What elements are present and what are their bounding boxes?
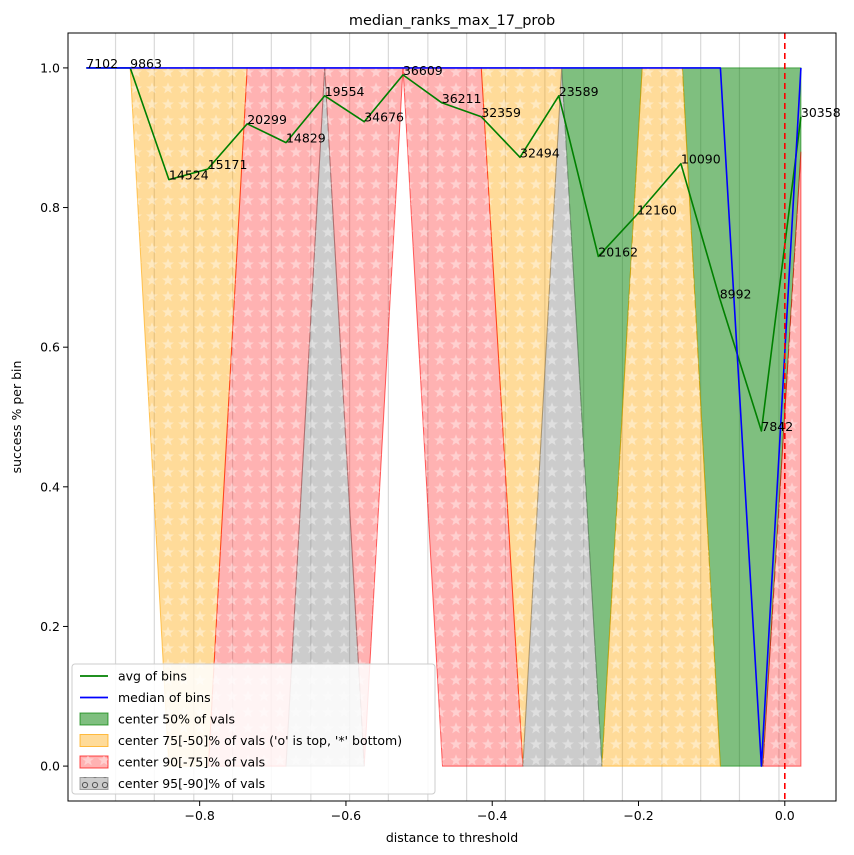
- bin-count-label: 14829: [286, 131, 326, 146]
- y-axis: 0.0 0.2 0.4 0.6 0.8 1.0: [40, 60, 68, 774]
- x-axis-label: distance to threshold: [386, 830, 518, 845]
- bin-count-label: 23589: [559, 84, 599, 99]
- band-center-90-hatch: [762, 151, 801, 767]
- bin-count-label: 7102: [86, 56, 118, 71]
- legend-label: center 90[-75]% of vals: [118, 755, 265, 770]
- x-tick-label: 0.0: [775, 808, 795, 823]
- legend-box: [71, 663, 436, 795]
- x-tick-label: −0.6: [331, 808, 361, 823]
- x-tick-label: −0.2: [623, 808, 653, 823]
- bin-count-label: 20162: [598, 244, 638, 259]
- bin-count-label: 32359: [481, 105, 521, 120]
- legend-swatch: [79, 712, 109, 726]
- bin-count-label: 34676: [364, 110, 404, 125]
- bin-count-label: 9863: [130, 56, 162, 71]
- bin-count-label: 15171: [208, 157, 248, 172]
- legend-label: avg of bins: [118, 669, 187, 684]
- bin-count-label: 7842: [761, 419, 793, 434]
- bin-count-label: 36211: [442, 91, 482, 106]
- legend: avg of bins median of bins center 50% of v…: [71, 663, 436, 795]
- bin-count-label: 14524: [169, 168, 209, 183]
- band-center-95-hatch: [286, 67, 365, 767]
- legend-swatch-hatch: [80, 756, 108, 768]
- bin-count-label: 12160: [637, 203, 677, 218]
- series-lines: [86, 67, 802, 767]
- bin-count-label: 20299: [247, 112, 287, 127]
- band-center-95-hatch: [522, 67, 602, 767]
- median-of-bins-line: [86, 67, 802, 767]
- plot-frame: [67, 32, 837, 802]
- y-tick-label: 0.0: [40, 759, 60, 774]
- bin-count-label: 30358: [801, 105, 841, 120]
- y-tick-label: 0.2: [40, 619, 60, 634]
- bin-count-label: 19554: [325, 84, 365, 99]
- x-tick-label: −0.4: [477, 808, 507, 823]
- y-tick-label: 0.8: [40, 200, 60, 215]
- bin-count-label: 10090: [681, 152, 721, 167]
- y-tick-label: 0.4: [40, 479, 60, 494]
- bin-count-label: 8992: [720, 286, 752, 301]
- band-center-75-hatch: [481, 67, 562, 767]
- bin-count-label: 32494: [520, 145, 560, 160]
- legend-swatch: [79, 734, 109, 747]
- avg-of-bins-line: [86, 67, 802, 432]
- band-center-90-hatch: [324, 67, 403, 767]
- y-axis-label: success % per bin: [9, 361, 24, 474]
- legend-label: median of bins: [118, 690, 211, 705]
- legend-swatch-hatch: [80, 777, 108, 790]
- legend-label: center 75[-50]% of vals ('o' is top, '*'…: [118, 733, 402, 748]
- x-axis: −0.8 −0.6 −0.4 −0.2 0.0: [184, 801, 795, 823]
- x-tick-label: −0.8: [184, 808, 214, 823]
- chart-title: median_ranks_max_17_prob: [349, 13, 555, 29]
- band-center-75-hatch: [601, 67, 721, 767]
- y-tick-label: 0.6: [40, 340, 60, 355]
- percentile-bands: [129, 67, 802, 767]
- legend-label: center 95[-90]% of vals: [118, 776, 265, 791]
- bin-count-label: 36609: [403, 63, 443, 78]
- legend-label: center 50% of vals: [118, 712, 235, 727]
- band-center-90-hatch: [403, 67, 523, 767]
- y-tick-label: 1.0: [40, 60, 60, 75]
